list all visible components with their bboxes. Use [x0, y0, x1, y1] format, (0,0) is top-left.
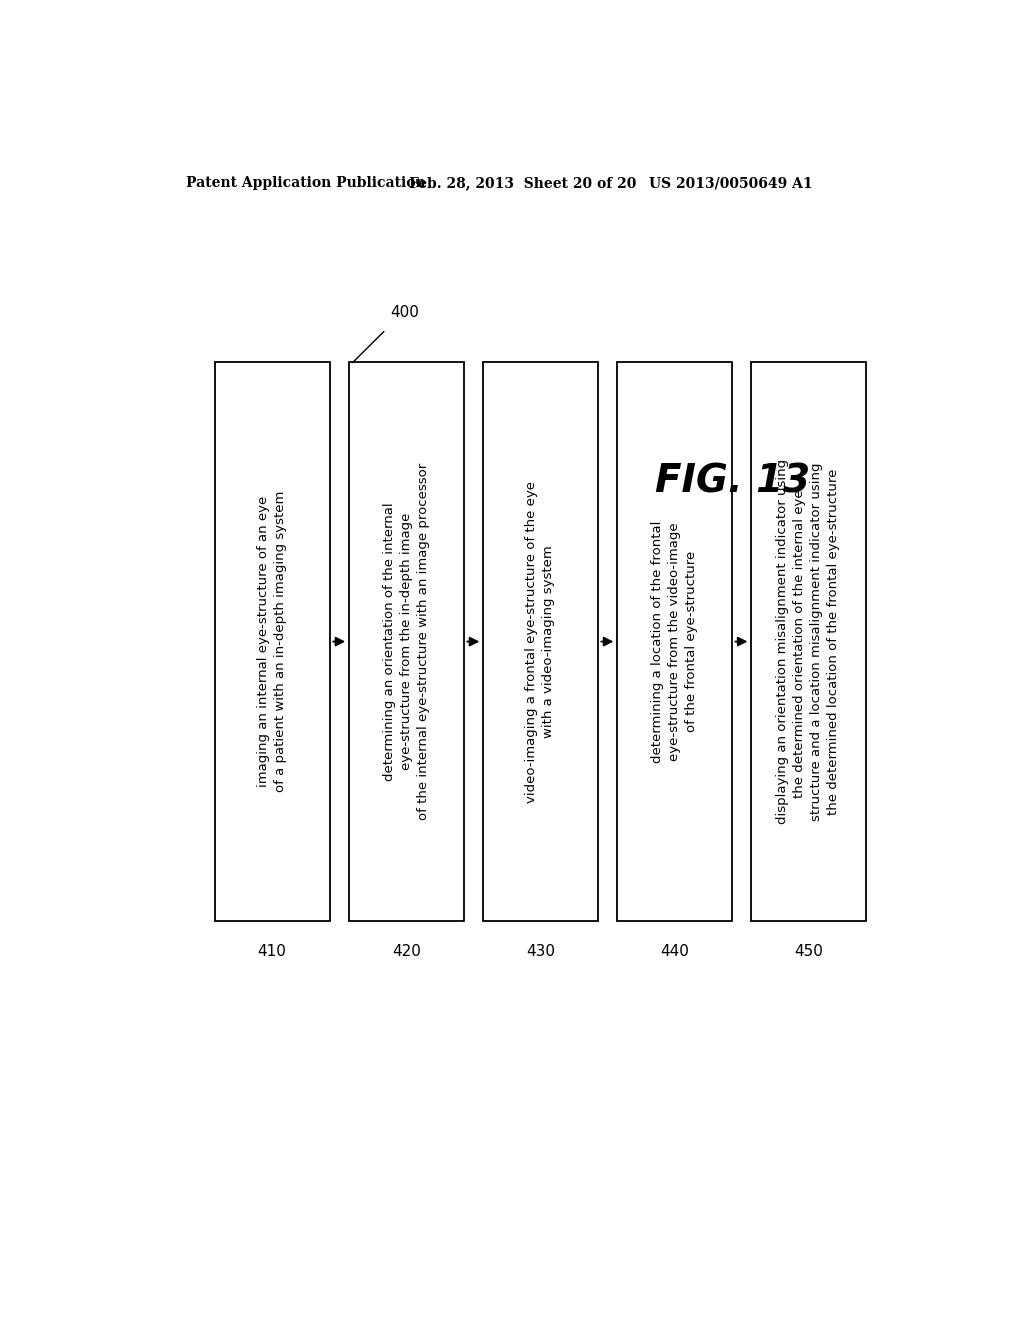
Bar — [483, 363, 598, 921]
Text: 420: 420 — [392, 944, 421, 958]
Text: 410: 410 — [258, 944, 287, 958]
Bar — [349, 363, 464, 921]
Bar — [617, 363, 732, 921]
Bar — [215, 363, 330, 921]
Text: imaging an internal eye-structure of an eye
of a patient with an in-depth imagin: imaging an internal eye-structure of an … — [257, 491, 287, 792]
Bar — [751, 363, 866, 921]
Text: displaying an orientation misalignment indicator using
the determined orientatio: displaying an orientation misalignment i… — [776, 459, 841, 824]
Text: 430: 430 — [525, 944, 555, 958]
Text: determining an orientation of the internal
eye-structure from the in-depth image: determining an orientation of the intern… — [383, 463, 430, 820]
Text: 450: 450 — [794, 944, 823, 958]
Text: FIG. 13: FIG. 13 — [655, 463, 810, 500]
Text: video-imaging a frontal eye-structure of the eye
with a video-imaging system: video-imaging a frontal eye-structure of… — [525, 480, 555, 803]
Text: US 2013/0050649 A1: US 2013/0050649 A1 — [649, 176, 812, 190]
Text: determining a location of the frontal
eye-structure from the video-image
of the : determining a location of the frontal ey… — [651, 520, 698, 763]
Text: 400: 400 — [390, 305, 419, 321]
Text: Feb. 28, 2013  Sheet 20 of 20: Feb. 28, 2013 Sheet 20 of 20 — [410, 176, 637, 190]
Text: 440: 440 — [659, 944, 689, 958]
Text: Patent Application Publication: Patent Application Publication — [186, 176, 426, 190]
